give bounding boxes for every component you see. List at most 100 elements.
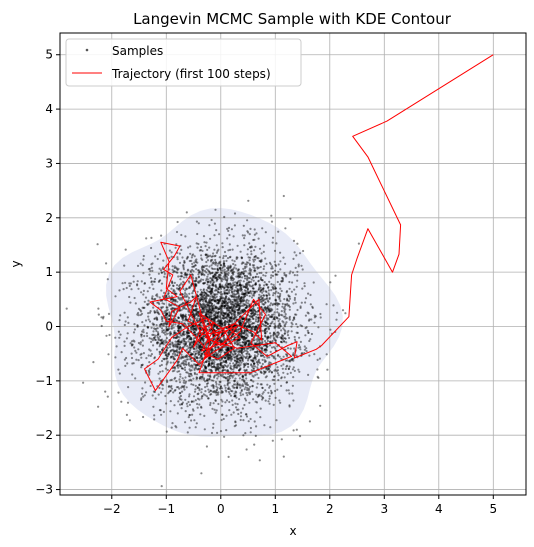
- sample-point: [281, 302, 284, 305]
- sample-point: [284, 315, 287, 318]
- sample-point: [184, 313, 187, 316]
- sample-point: [158, 350, 161, 353]
- sample-point: [222, 262, 225, 265]
- sample-point: [177, 329, 180, 332]
- sample-point: [209, 364, 212, 367]
- sample-point: [238, 369, 241, 372]
- sample-point: [301, 287, 304, 290]
- sample-point: [142, 289, 145, 292]
- sample-point: [209, 330, 212, 333]
- sample-point: [239, 337, 242, 340]
- sample-point: [251, 334, 254, 338]
- sample-point: [246, 333, 249, 336]
- sample-point: [263, 330, 266, 333]
- sample-point: [281, 280, 284, 283]
- sample-point: [174, 246, 177, 249]
- sample-point: [209, 291, 212, 294]
- sample-point: [244, 342, 247, 345]
- sample-point: [129, 282, 132, 285]
- sample-point: [195, 344, 198, 347]
- sample-point: [161, 341, 164, 345]
- sample-point: [188, 345, 191, 348]
- sample-point: [265, 327, 268, 330]
- sample-point: [170, 384, 173, 388]
- sample-point: [209, 401, 212, 405]
- sample-point: [214, 317, 217, 320]
- sample-point: [124, 364, 127, 367]
- sample-point: [149, 277, 153, 280]
- sample-point: [200, 298, 204, 301]
- sample-point: [284, 303, 287, 306]
- sample-point: [212, 317, 215, 320]
- sample-point: [213, 320, 216, 323]
- sample-point: [268, 397, 271, 400]
- sample-point: [228, 375, 231, 378]
- sample-point: [248, 276, 251, 280]
- sample-point: [198, 351, 201, 354]
- sample-point: [286, 299, 289, 302]
- sample-point: [279, 268, 282, 271]
- sample-point: [182, 313, 185, 316]
- sample-point: [187, 280, 190, 283]
- sample-point: [189, 346, 192, 349]
- sample-point: [227, 455, 230, 458]
- sample-point: [187, 300, 190, 303]
- sample-point: [266, 383, 269, 386]
- sample-point: [181, 339, 184, 342]
- sample-point: [280, 384, 283, 387]
- sample-point: [249, 227, 252, 230]
- sample-point: [209, 308, 212, 311]
- sample-point: [179, 343, 182, 346]
- sample-point: [168, 304, 171, 307]
- sample-point: [329, 328, 332, 331]
- sample-point: [250, 312, 253, 315]
- sample-point: [201, 292, 204, 295]
- sample-point: [242, 419, 245, 422]
- sample-point: [143, 324, 146, 327]
- sample-point: [198, 298, 202, 302]
- sample-point: [200, 337, 203, 340]
- sample-point: [180, 386, 183, 389]
- sample-point: [186, 335, 189, 338]
- sample-point: [222, 338, 225, 341]
- sample-point: [193, 324, 197, 328]
- sample-point: [245, 377, 248, 380]
- sample-point: [204, 245, 207, 248]
- sample-point: [176, 364, 180, 367]
- sample-point: [175, 350, 178, 353]
- sample-point: [188, 281, 191, 284]
- sample-point: [252, 380, 255, 383]
- sample-point: [174, 332, 177, 335]
- sample-point: [231, 390, 234, 393]
- sample-point: [193, 329, 196, 332]
- sample-point: [185, 348, 188, 351]
- sample-point: [234, 377, 237, 380]
- sample-point: [239, 284, 242, 287]
- sample-point: [199, 293, 203, 297]
- sample-point: [220, 389, 223, 393]
- sample-point: [247, 343, 250, 347]
- sample-point: [210, 259, 213, 262]
- sample-point: [242, 280, 245, 283]
- sample-point: [284, 317, 287, 320]
- sample-point: [230, 309, 233, 312]
- sample-point: [240, 411, 243, 414]
- sample-point: [177, 361, 180, 364]
- sample-point: [220, 278, 223, 281]
- sample-point: [280, 340, 283, 343]
- sample-point: [124, 320, 127, 323]
- sample-point: [164, 321, 167, 324]
- sample-point: [277, 263, 280, 266]
- sample-point: [195, 347, 198, 350]
- sample-point: [279, 340, 283, 343]
- sample-point: [193, 265, 196, 268]
- sample-point: [174, 317, 177, 320]
- sample-point: [254, 275, 258, 278]
- sample-point: [187, 310, 190, 313]
- sample-point: [240, 351, 243, 354]
- sample-point: [174, 376, 177, 379]
- sample-point: [197, 276, 200, 279]
- sample-point: [197, 313, 200, 316]
- sample-point: [248, 343, 251, 346]
- sample-point: [233, 310, 236, 313]
